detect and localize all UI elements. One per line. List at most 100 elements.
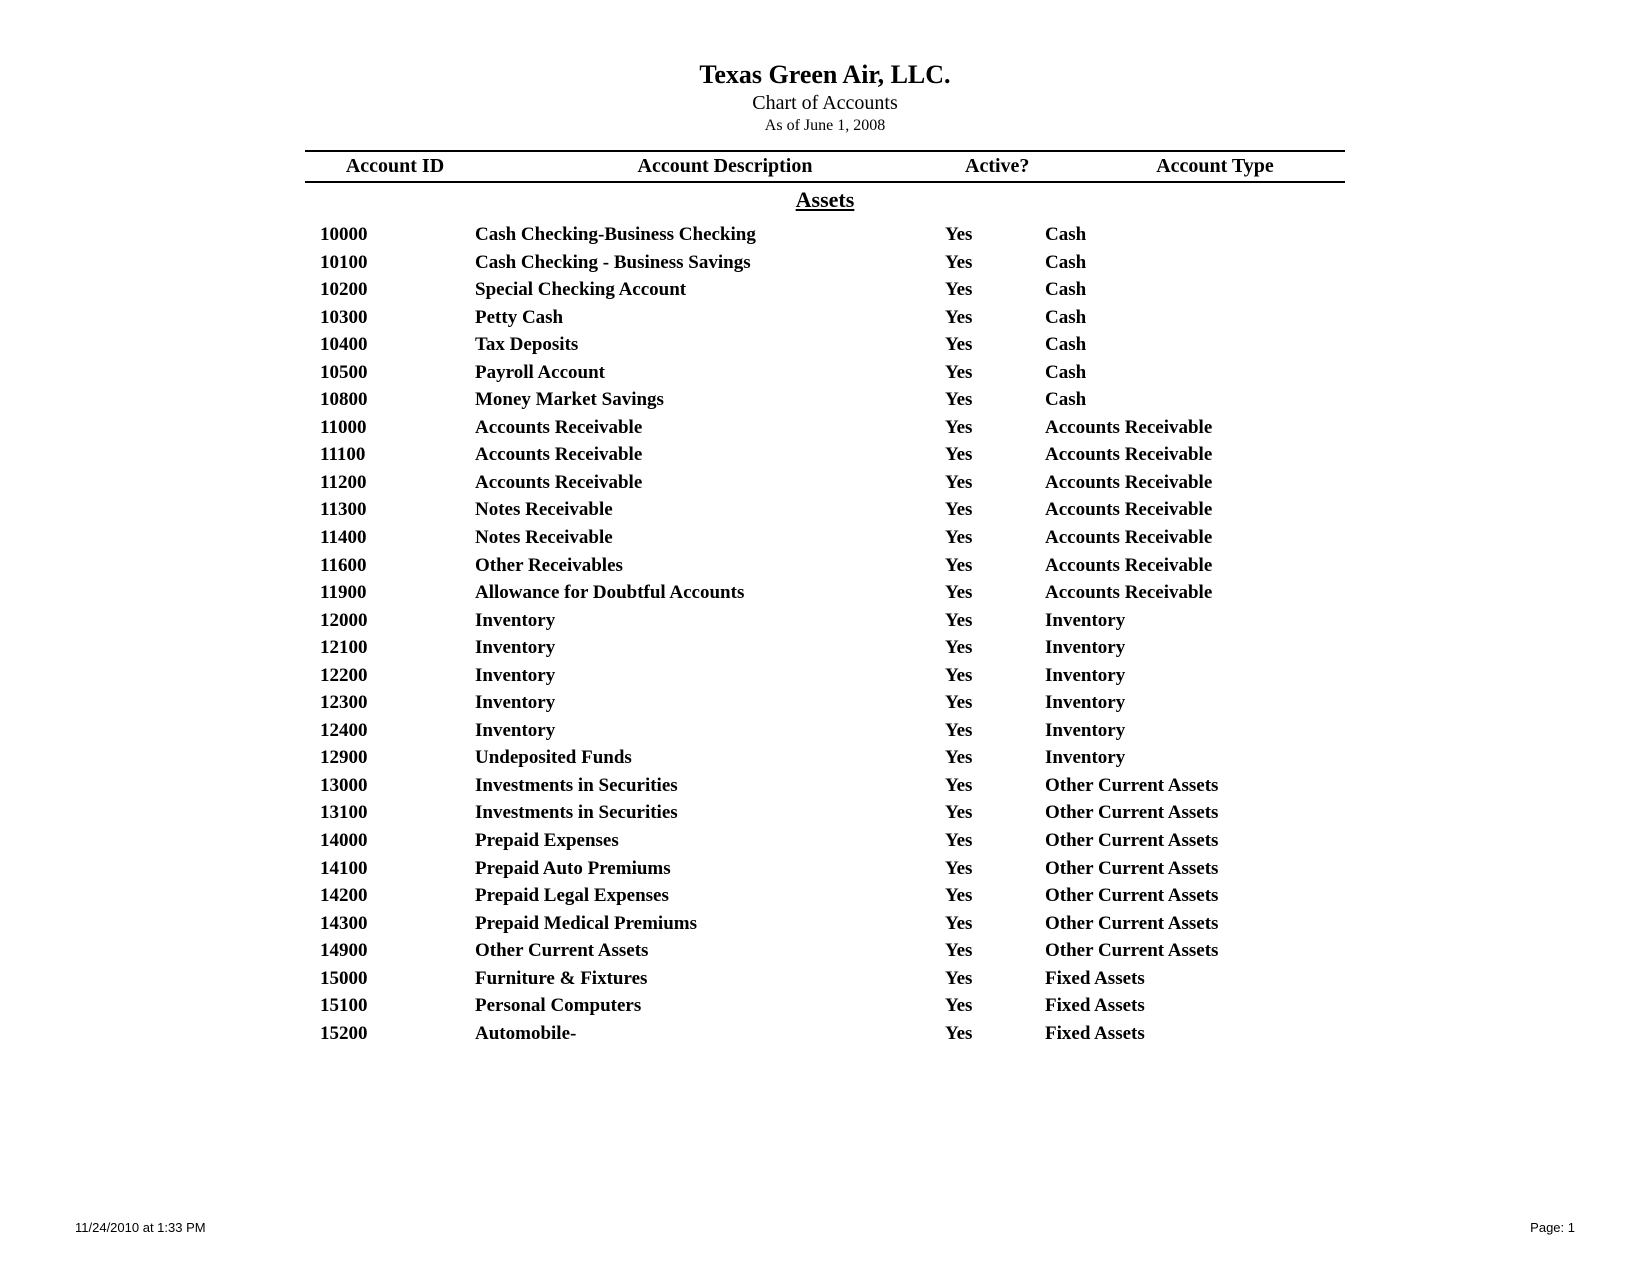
cell-active: Yes [945, 965, 1045, 993]
cell-active: Yes [945, 992, 1045, 1020]
column-header-active: Active? [965, 155, 1085, 178]
cell-account-type: Accounts Receivable [1045, 441, 1345, 469]
cell-account-description: Cash Checking-Business Checking [475, 221, 945, 249]
table-row: 14100Prepaid Auto PremiumsYesOther Curre… [305, 855, 1345, 883]
cell-account-id: 12100 [305, 634, 475, 662]
cell-account-description: Inventory [475, 689, 945, 717]
cell-active: Yes [945, 910, 1045, 938]
table-header-row: Account ID Account Description Active? A… [305, 150, 1345, 183]
cell-account-description: Inventory [475, 634, 945, 662]
table-row: 15000Furniture & FixturesYesFixed Assets [305, 965, 1345, 993]
table-row: 12100InventoryYesInventory [305, 634, 1345, 662]
cell-account-description: Prepaid Medical Premiums [475, 910, 945, 938]
cell-account-id: 13100 [305, 799, 475, 827]
cell-account-type: Accounts Receivable [1045, 552, 1345, 580]
table-row: 12200InventoryYesInventory [305, 662, 1345, 690]
cell-account-description: Accounts Receivable [475, 414, 945, 442]
cell-active: Yes [945, 249, 1045, 277]
cell-account-type: Other Current Assets [1045, 799, 1345, 827]
cell-account-description: Personal Computers [475, 992, 945, 1020]
column-header-id: Account ID [305, 155, 485, 178]
cell-active: Yes [945, 827, 1045, 855]
cell-account-description: Money Market Savings [475, 386, 945, 414]
cell-account-id: 10500 [305, 359, 475, 387]
cell-account-id: 13000 [305, 772, 475, 800]
table-row: 10800Money Market SavingsYesCash [305, 386, 1345, 414]
cell-account-description: Tax Deposits [475, 331, 945, 359]
table-row: 11600Other ReceivablesYesAccounts Receiv… [305, 552, 1345, 580]
cell-account-description: Allowance for Doubtful Accounts [475, 579, 945, 607]
cell-account-description: Prepaid Legal Expenses [475, 882, 945, 910]
table-row: 14000Prepaid ExpensesYesOther Current As… [305, 827, 1345, 855]
cell-active: Yes [945, 772, 1045, 800]
cell-account-description: Payroll Account [475, 359, 945, 387]
cell-account-id: 15000 [305, 965, 475, 993]
cell-account-description: Special Checking Account [475, 276, 945, 304]
cell-active: Yes [945, 662, 1045, 690]
cell-account-id: 14000 [305, 827, 475, 855]
as-of-date: As of June 1, 2008 [75, 117, 1575, 135]
table-row: 11300Notes ReceivableYesAccounts Receiva… [305, 496, 1345, 524]
cell-active: Yes [945, 607, 1045, 635]
cell-account-description: Prepaid Auto Premiums [475, 855, 945, 883]
table-row: 10300Petty CashYesCash [305, 304, 1345, 332]
cell-account-type: Other Current Assets [1045, 882, 1345, 910]
cell-account-description: Accounts Receivable [475, 469, 945, 497]
table-row: 10400Tax DepositsYesCash [305, 331, 1345, 359]
table-row: 12300InventoryYesInventory [305, 689, 1345, 717]
cell-account-id: 11000 [305, 414, 475, 442]
cell-account-id: 10400 [305, 331, 475, 359]
table-row: 15100Personal ComputersYesFixed Assets [305, 992, 1345, 1020]
section-title-assets: Assets [305, 183, 1345, 221]
cell-account-id: 12200 [305, 662, 475, 690]
cell-account-id: 10200 [305, 276, 475, 304]
cell-account-type: Cash [1045, 304, 1345, 332]
cell-account-type: Inventory [1045, 662, 1345, 690]
cell-account-type: Fixed Assets [1045, 1020, 1345, 1048]
cell-account-id: 10100 [305, 249, 475, 277]
cell-account-type: Inventory [1045, 634, 1345, 662]
table-row: 12000InventoryYesInventory [305, 607, 1345, 635]
cell-account-id: 11900 [305, 579, 475, 607]
cell-active: Yes [945, 689, 1045, 717]
cell-account-type: Cash [1045, 249, 1345, 277]
table-row: 12900Undeposited FundsYesInventory [305, 744, 1345, 772]
cell-account-type: Accounts Receivable [1045, 579, 1345, 607]
cell-account-type: Inventory [1045, 744, 1345, 772]
cell-account-description: Accounts Receivable [475, 441, 945, 469]
cell-account-id: 12000 [305, 607, 475, 635]
cell-account-id: 11100 [305, 441, 475, 469]
footer-page-number: Page: 1 [1530, 1220, 1575, 1235]
cell-account-description: Other Current Assets [475, 937, 945, 965]
cell-account-type: Other Current Assets [1045, 772, 1345, 800]
cell-active: Yes [945, 579, 1045, 607]
column-header-type: Account Type [1085, 155, 1345, 178]
cell-account-id: 14900 [305, 937, 475, 965]
cell-account-description: Investments in Securities [475, 799, 945, 827]
cell-account-id: 11400 [305, 524, 475, 552]
cell-active: Yes [945, 524, 1045, 552]
cell-account-description: Investments in Securities [475, 772, 945, 800]
table-row: 10200Special Checking AccountYesCash [305, 276, 1345, 304]
cell-account-description: Notes Receivable [475, 496, 945, 524]
cell-active: Yes [945, 469, 1045, 497]
cell-account-type: Other Current Assets [1045, 827, 1345, 855]
cell-active: Yes [945, 799, 1045, 827]
cell-account-type: Cash [1045, 276, 1345, 304]
cell-account-description: Automobile- [475, 1020, 945, 1048]
cell-active: Yes [945, 882, 1045, 910]
cell-account-description: Petty Cash [475, 304, 945, 332]
cell-account-type: Fixed Assets [1045, 992, 1345, 1020]
cell-account-description: Inventory [475, 662, 945, 690]
cell-account-type: Other Current Assets [1045, 937, 1345, 965]
cell-account-type: Inventory [1045, 607, 1345, 635]
cell-account-type: Accounts Receivable [1045, 524, 1345, 552]
cell-active: Yes [945, 276, 1045, 304]
page-footer: 11/24/2010 at 1:33 PM Page: 1 [75, 1220, 1575, 1235]
table-row: 10100Cash Checking - Business SavingsYes… [305, 249, 1345, 277]
cell-account-description: Inventory [475, 717, 945, 745]
cell-account-description: Undeposited Funds [475, 744, 945, 772]
table-row: 11900Allowance for Doubtful AccountsYesA… [305, 579, 1345, 607]
footer-timestamp: 11/24/2010 at 1:33 PM [75, 1220, 206, 1235]
cell-account-description: Inventory [475, 607, 945, 635]
